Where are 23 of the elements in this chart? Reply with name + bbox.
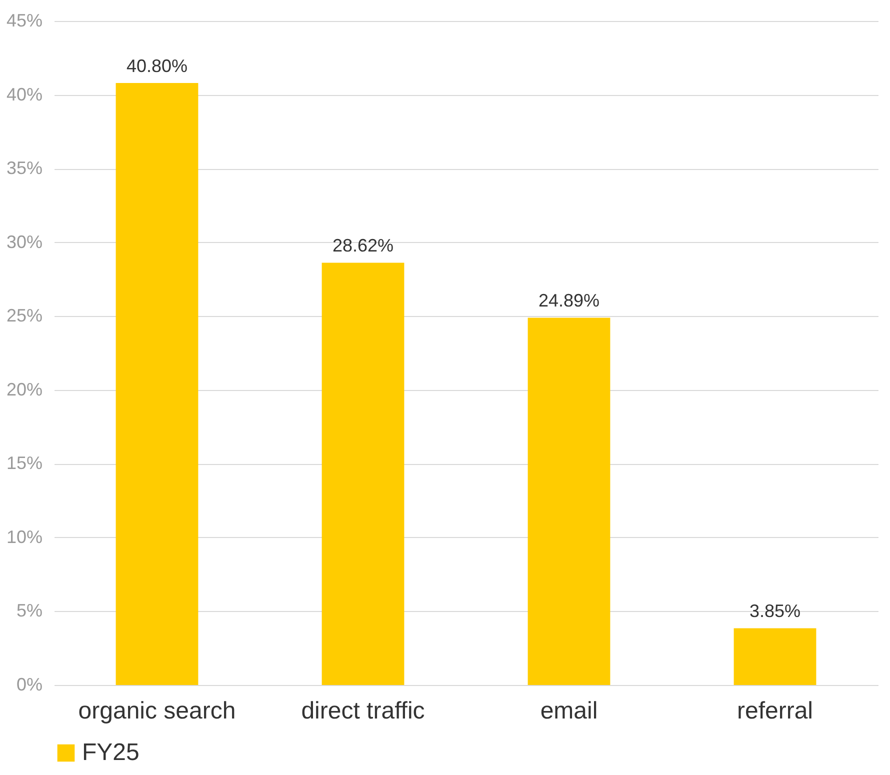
y-tick-label: 10% [6, 526, 42, 547]
legend-label: FY25 [82, 739, 140, 766]
y-tick-label: 25% [6, 306, 42, 326]
bar [528, 318, 610, 685]
y-tick-label: 15% [6, 453, 42, 474]
bar [116, 82, 198, 685]
data-label: 3.85% [749, 601, 801, 622]
x-tick-label: organic search [78, 698, 236, 724]
y-tick-label: 0% [16, 674, 42, 694]
y-tick-label: 30% [6, 232, 42, 252]
y-tick-label: 45% [6, 10, 42, 30]
data-label: 24.89% [538, 290, 600, 311]
y-tick-label: 20% [6, 379, 42, 400]
x-tick-label: direct traffic [301, 698, 425, 724]
y-tick-label: 35% [6, 158, 42, 178]
data-label: 28.62% [332, 236, 394, 256]
y-tick-label: 40% [6, 84, 42, 104]
data-label: 40.80% [126, 56, 188, 76]
x-tick-label: email [540, 698, 598, 724]
bar [322, 262, 404, 685]
bar [734, 628, 816, 685]
y-tick-label: 5% [16, 600, 42, 621]
x-tick-label: referral [736, 698, 814, 724]
